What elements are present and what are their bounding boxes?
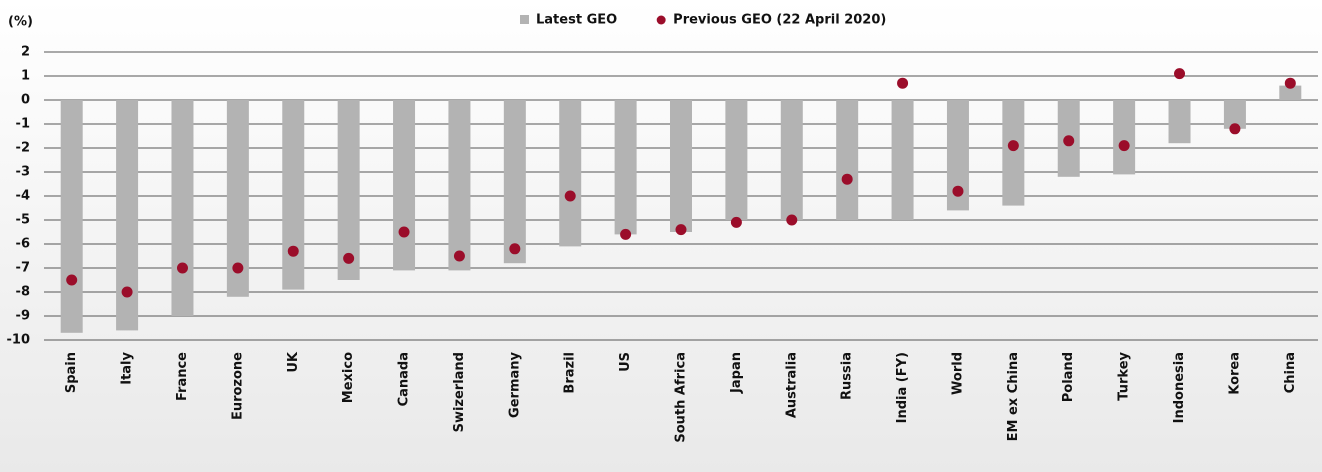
x-tick-label: US bbox=[618, 352, 633, 372]
x-tick-label: South Africa bbox=[674, 352, 689, 443]
x-tick-label: UK bbox=[286, 351, 301, 373]
dot bbox=[509, 243, 521, 255]
x-tick-label: Eurozone bbox=[230, 352, 245, 420]
x-tick-label: India (FY) bbox=[895, 352, 910, 423]
y-tick-label: -2 bbox=[16, 141, 30, 156]
x-tick-label: Turkey bbox=[1117, 351, 1132, 400]
y-tick-label: -6 bbox=[16, 237, 30, 252]
bar bbox=[448, 100, 471, 271]
dot bbox=[343, 252, 355, 264]
dot bbox=[730, 216, 742, 228]
legend-swatch bbox=[520, 15, 529, 24]
bar bbox=[116, 100, 139, 331]
x-tick-label: France bbox=[175, 352, 190, 401]
dot bbox=[620, 228, 632, 240]
bar bbox=[282, 100, 305, 290]
bar bbox=[836, 100, 859, 220]
bar bbox=[725, 100, 748, 220]
y-tick-label: -3 bbox=[16, 165, 30, 180]
x-tick-label: Korea bbox=[1227, 352, 1242, 395]
bar bbox=[1168, 100, 1191, 144]
dot bbox=[176, 262, 188, 274]
dot bbox=[1007, 140, 1019, 152]
bar bbox=[1223, 100, 1246, 129]
bar bbox=[559, 100, 582, 247]
dot bbox=[564, 190, 576, 202]
bar bbox=[60, 100, 83, 333]
dot bbox=[1174, 68, 1186, 80]
dot bbox=[1229, 123, 1241, 135]
dot bbox=[232, 262, 244, 274]
legend-swatch bbox=[656, 15, 666, 25]
x-tick-label: Poland bbox=[1061, 352, 1076, 402]
legend-label: Previous GEO (22 April 2020) bbox=[673, 13, 886, 28]
dot bbox=[287, 245, 299, 257]
x-tick-label: Indonesia bbox=[1172, 352, 1187, 423]
dot bbox=[786, 214, 798, 226]
y-tick-label: -1 bbox=[16, 117, 30, 132]
x-tick-label: Japan bbox=[729, 352, 744, 394]
bar bbox=[670, 100, 692, 232]
dot bbox=[1063, 135, 1075, 147]
y-tick-label: -10 bbox=[7, 333, 31, 348]
bar bbox=[780, 100, 803, 220]
dot bbox=[897, 77, 909, 89]
x-tick-label: Spain bbox=[64, 352, 79, 393]
y-tick-label: -5 bbox=[16, 213, 30, 228]
x-tick-label: World bbox=[950, 352, 965, 395]
bar bbox=[946, 100, 969, 211]
dot bbox=[952, 185, 964, 197]
bar bbox=[393, 100, 416, 271]
x-tick-label: Brazil bbox=[563, 352, 578, 394]
y-tick-label: -8 bbox=[16, 285, 30, 300]
x-tick-label: Australia bbox=[784, 352, 799, 418]
dot bbox=[1118, 140, 1130, 152]
dot bbox=[453, 250, 465, 262]
y-tick-label: -7 bbox=[16, 261, 30, 276]
x-tick-label: Swizerland bbox=[452, 352, 467, 432]
bar bbox=[1279, 85, 1302, 100]
y-tick-label: 1 bbox=[21, 69, 30, 84]
bar bbox=[337, 100, 360, 280]
x-tick-label: China bbox=[1283, 352, 1298, 393]
dot bbox=[66, 274, 78, 286]
bar bbox=[1113, 100, 1136, 175]
dot bbox=[121, 286, 133, 298]
dot bbox=[675, 224, 687, 236]
dot bbox=[841, 173, 853, 185]
x-tick-label: Germany bbox=[507, 351, 522, 417]
bar bbox=[226, 100, 249, 297]
bar bbox=[1002, 100, 1025, 206]
x-tick-label: Canada bbox=[397, 352, 412, 406]
bar bbox=[503, 100, 526, 264]
bar bbox=[891, 100, 914, 220]
x-tick-label: Italy bbox=[120, 351, 135, 384]
y-tick-label: -4 bbox=[16, 189, 30, 204]
legend-label: Latest GEO bbox=[536, 13, 617, 28]
bar bbox=[171, 100, 194, 316]
y-axis-label: (%) bbox=[8, 15, 33, 30]
y-tick-label: 2 bbox=[21, 45, 30, 60]
y-tick-label: 0 bbox=[21, 93, 30, 108]
y-tick-label: -9 bbox=[16, 309, 30, 324]
x-tick-label: EM ex China bbox=[1006, 352, 1021, 441]
x-tick-label: Mexico bbox=[341, 352, 356, 403]
bar bbox=[614, 100, 637, 235]
x-tick-label: Russia bbox=[840, 352, 855, 400]
dot bbox=[1284, 77, 1296, 89]
dot bbox=[398, 226, 410, 238]
